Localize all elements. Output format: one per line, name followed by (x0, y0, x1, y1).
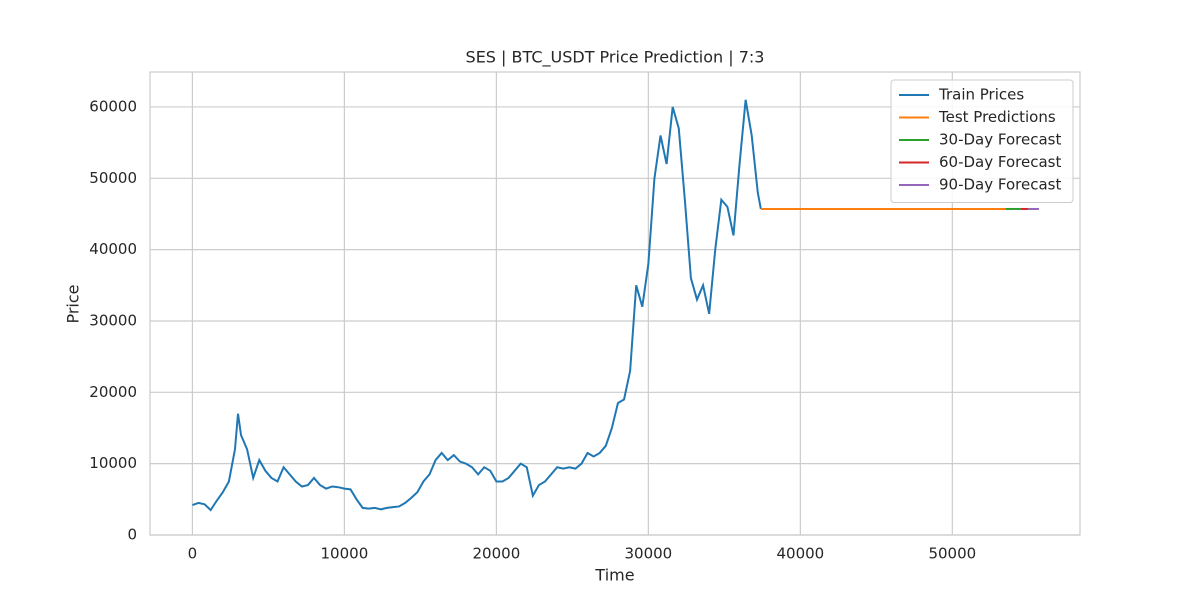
legend-box (890, 79, 1074, 203)
y-axis-label: Price (64, 284, 83, 323)
y-tick-label: 60000 (89, 97, 137, 115)
legend-label: Train Prices (938, 86, 1024, 104)
y-tick-label: 50000 (89, 169, 137, 187)
y-tick-label: 10000 (89, 454, 137, 472)
legend-label: 30-Day Forecast (939, 131, 1061, 149)
x-tick-label: 30000 (625, 545, 673, 563)
plot-frame (149, 71, 1081, 536)
x-tick-label: 50000 (928, 545, 976, 563)
line-series (192, 99, 762, 512)
chart-title: SES | BTC_USDT Price Prediction | 7:3 (466, 48, 765, 68)
x-tick-label: 10000 (321, 545, 369, 563)
y-tick-label: 0 (127, 526, 137, 544)
legend-label: 60-Day Forecast (939, 153, 1061, 171)
x-axis-label: Time (594, 566, 634, 585)
y-tick-label: 20000 (89, 383, 137, 401)
y-tick-label: 30000 (89, 311, 137, 329)
legend-label: Test Predictions (938, 108, 1056, 126)
x-tick-label: 20000 (473, 545, 521, 563)
legend: Train Prices Test Predictions 30-Day Forec… (890, 79, 1074, 203)
x-tick-label: 40000 (776, 545, 824, 563)
x-tick-label: 0 (188, 545, 198, 563)
legend-label: 90-Day Forecast (939, 176, 1061, 194)
y-tick-label: 40000 (89, 240, 137, 258)
